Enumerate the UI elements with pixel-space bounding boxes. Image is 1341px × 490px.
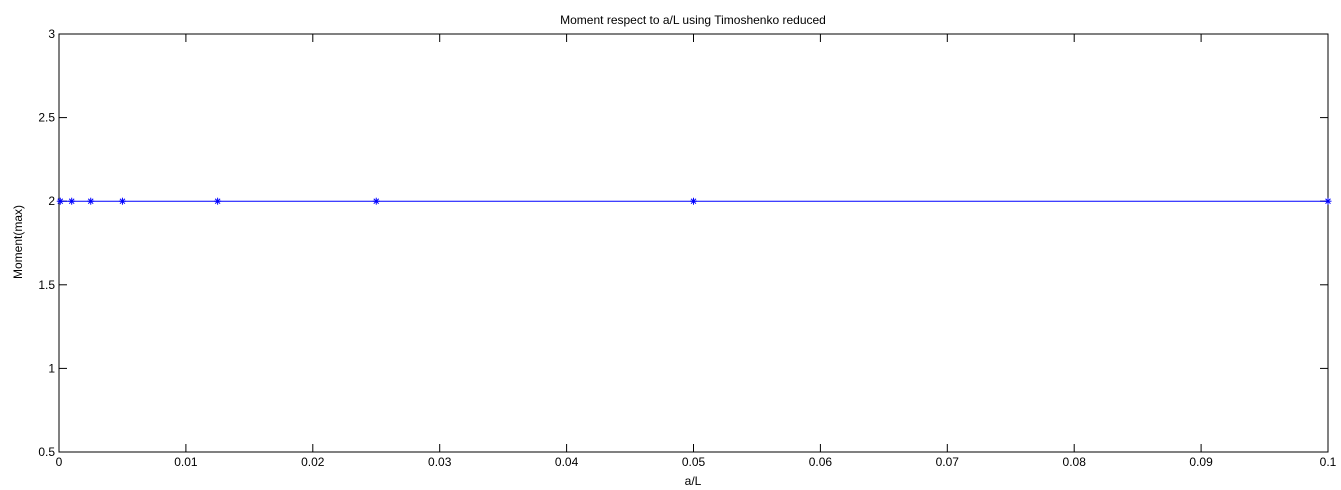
y-tick-label: 0.5 (38, 445, 55, 459)
x-tick-label: 0.05 (682, 455, 706, 469)
x-tick-label: 0.03 (428, 455, 452, 469)
y-tick-label: 2.5 (38, 111, 55, 125)
data-point-marker (56, 197, 64, 205)
data-point-marker (214, 197, 222, 205)
y-tick-label: 1.5 (38, 278, 55, 292)
x-tick-label: 0.06 (809, 455, 833, 469)
x-tick-label: 0.02 (301, 455, 325, 469)
x-tick-label: 0.07 (936, 455, 960, 469)
x-tick-label: 0.01 (174, 455, 198, 469)
x-tick-label: 0.1 (1320, 455, 1337, 469)
y-tick-label: 1 (48, 361, 55, 375)
data-point-marker (690, 197, 697, 205)
x-tick-label: 0.04 (555, 455, 579, 469)
x-tick-label: 0 (56, 455, 63, 469)
x-tick-label: 0.08 (1063, 455, 1087, 469)
x-axis-title: a/L (685, 474, 702, 488)
series-group (56, 197, 1332, 205)
x-axis-ticks: 0 0.01 0.02 0.03 0.04 0.05 0.06 0.07 0.08 0.09 0.1 (56, 34, 1337, 469)
chart-title: Moment respect to a/L using Timoshenko r… (560, 13, 826, 27)
data-point-marker (372, 197, 380, 205)
x-tick-label: 0.09 (1189, 455, 1213, 469)
data-point-marker (87, 197, 95, 205)
data-point-marker (118, 197, 126, 205)
plot-area (58, 33, 1329, 453)
y-tick-label: 3 (48, 27, 55, 41)
data-point-marker (68, 197, 76, 205)
data-point-marker (1324, 197, 1332, 205)
y-axis-ticks: 0.5 1 1.5 2 2.5 3 (38, 27, 1328, 459)
y-tick-label: 2 (48, 194, 55, 208)
y-axis-title: Moment(max) (11, 205, 25, 279)
